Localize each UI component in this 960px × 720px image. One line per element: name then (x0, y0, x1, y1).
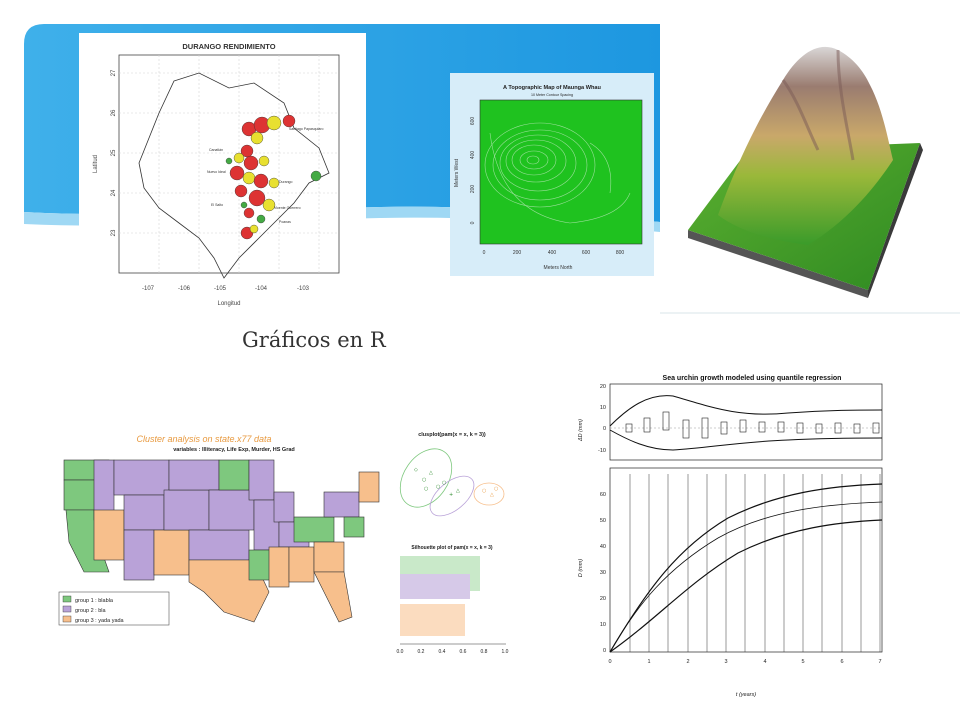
cluster-title: Cluster analysis on state.x77 data (136, 434, 271, 444)
x-tick: 5 (801, 659, 804, 665)
place-label: Poanas (279, 220, 291, 224)
place-label: Vicente Guerrero (274, 206, 301, 210)
x-axis-label: Longitud (217, 301, 240, 307)
urchin-title: Sea urchin growth modeled using quantile… (663, 375, 842, 382)
x-tick: 200 (513, 250, 522, 256)
x-tick: 0 (483, 250, 486, 256)
place-label: Santiago Papasquiaro (289, 127, 323, 131)
svg-text:○: ○ (494, 486, 498, 492)
y-tick: 26 (111, 109, 117, 116)
durango-outline (138, 72, 330, 279)
x-tick: 800 (616, 250, 625, 256)
x-axis-label: t (years) (736, 692, 756, 698)
silhouette-title: Silhouette plot of pam(x = x, k = 3) (411, 545, 492, 551)
x-tick: 0.2 (418, 649, 425, 655)
x-tick: 2 (686, 659, 689, 665)
y-tick: 20 (600, 384, 606, 390)
y-tick: 25 (111, 149, 117, 156)
y-tick: 50 (600, 518, 606, 524)
x-tick: 3 (724, 659, 727, 665)
x-tick: 0 (608, 659, 611, 665)
us-states-map (63, 459, 380, 623)
place-label: Durango (279, 180, 292, 184)
legend-item: group 1 : blabla (75, 598, 114, 604)
x-tick: 1 (647, 659, 650, 665)
top-boxplots (625, 411, 880, 439)
x-tick: -107 (142, 286, 155, 292)
place-label: Nuevo Ideal (207, 170, 226, 174)
svg-text:△: △ (456, 488, 460, 494)
y-tick: 10 (600, 405, 606, 411)
cluster-map-plot: Cluster analysis on state.x77 data varia… (54, 432, 394, 654)
cluster-legend: group 1 : blabla group 2 : bla group 3 :… (58, 591, 170, 626)
svg-text:○: ○ (442, 480, 446, 486)
clusplot-title: clusplot(pam(x = x, k = 3)) (418, 432, 486, 438)
y-tick: 20 (600, 596, 606, 602)
y-axis-label: Meters West (454, 158, 460, 187)
y-tick: 10 (600, 622, 606, 628)
y-axis-label: Latitud (93, 155, 99, 173)
y-tick: 0 (603, 426, 606, 432)
x-tick: 0.4 (439, 649, 446, 655)
place-label: El Salto (211, 203, 223, 207)
top-y-axis-label: ΔD (mm) (578, 419, 584, 442)
y-tick: 23 (111, 229, 117, 236)
terrain-3d-image (688, 46, 923, 298)
contour-lines (484, 122, 631, 224)
svg-text:○: ○ (436, 484, 440, 490)
y-tick: 60 (600, 492, 606, 498)
x-tick: -106 (178, 286, 191, 292)
x-tick: 4 (763, 659, 766, 665)
x-tick: 600 (582, 250, 591, 256)
svg-text:○: ○ (482, 488, 486, 494)
svg-text:○: ○ (424, 486, 428, 492)
y-tick: 400 (470, 151, 476, 160)
x-tick: 0.0 (397, 649, 404, 655)
legend-item: group 2 : bla (75, 608, 107, 614)
x-tick: 0.6 (460, 649, 467, 655)
x-tick: 0.8 (481, 649, 488, 655)
slide-caption: Gráficos en R (242, 328, 386, 352)
y-tick: 27 (111, 69, 117, 76)
legend-item: group 3 : yada yada (75, 618, 125, 624)
x-tick: -105 (214, 286, 227, 292)
svg-text:△: △ (429, 470, 433, 476)
place-label: Canatlán (209, 148, 223, 152)
y-tick: 200 (470, 185, 476, 194)
topo-title: A Topographic Map of Maunga Whau (503, 85, 601, 91)
y-tick: 0 (470, 221, 476, 224)
y-tick: -10 (598, 448, 606, 454)
topo-plot: A Topographic Map of Maunga Whau 10 Mete… (450, 73, 654, 276)
svg-text:○: ○ (422, 477, 426, 483)
durango-plot: Santiago Papasquiaro Canatlán Durango Nu… (79, 33, 366, 313)
y-tick: 600 (470, 117, 476, 126)
x-tick: 7 (878, 659, 881, 665)
svg-text:+: + (449, 492, 453, 498)
durango-title: DURANGO RENDIMIENTO (182, 42, 275, 51)
y-tick: 0 (603, 648, 606, 654)
cluster-subtitle: variables : Illiteracy, Life Exp, Murder… (173, 447, 295, 453)
x-tick: 400 (548, 250, 557, 256)
x-tick: 6 (840, 659, 843, 665)
durango-points (225, 114, 322, 240)
silhouette-bars (400, 556, 480, 636)
clusplot-panel: clusplot(pam(x = x, k = 3)) ◇ ○ △ ○ + ○ △ ○ ○… (394, 426, 512, 656)
y-tick: 30 (600, 570, 606, 576)
svg-text:△: △ (490, 492, 494, 498)
topo-subtitle: 10 Meter Contour Spacing (531, 93, 573, 97)
y-tick: 40 (600, 544, 606, 550)
svg-text:◇: ◇ (414, 467, 418, 473)
x-tick: -103 (297, 286, 310, 292)
x-axis-label: Meters North (544, 265, 573, 271)
y-tick: 24 (111, 189, 117, 196)
bottom-y-axis-label: D (mm) (578, 559, 584, 577)
urchin-plot: Sea urchin growth modeled using quantile… (568, 368, 900, 708)
bottom-vertical-lines (629, 474, 881, 652)
x-tick: 1.0 (502, 649, 509, 655)
x-tick: -104 (255, 286, 268, 292)
